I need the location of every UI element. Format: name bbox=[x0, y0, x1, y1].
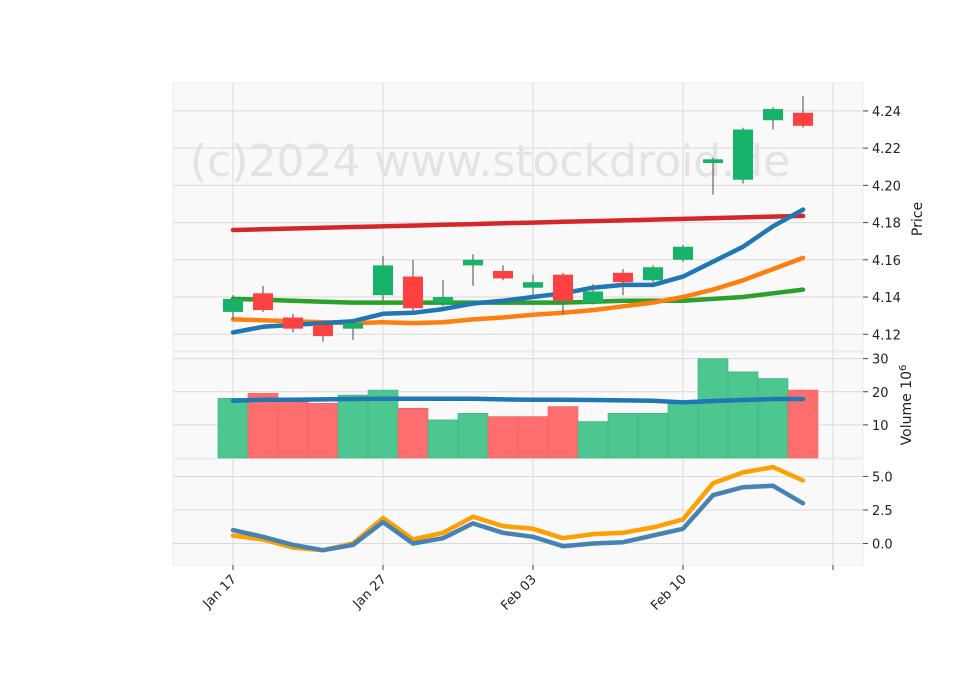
volume-bar bbox=[307, 403, 339, 459]
candle-down bbox=[553, 274, 573, 301]
candle-up bbox=[643, 267, 663, 281]
candle-down bbox=[613, 272, 633, 283]
candle-up bbox=[223, 298, 243, 312]
candle-up bbox=[763, 109, 783, 121]
y-tick-label: 0.0 bbox=[872, 538, 893, 553]
volume-bar bbox=[607, 412, 639, 459]
y-tick-label: 4.22 bbox=[872, 142, 901, 157]
candle-down bbox=[493, 270, 513, 279]
candle-up bbox=[523, 282, 543, 288]
volume-average-line bbox=[230, 396, 806, 405]
y-tick-label: 5.0 bbox=[872, 470, 893, 485]
volume-bar bbox=[697, 358, 729, 459]
price-axis-title: Price bbox=[910, 202, 926, 236]
y-tick-label: 4.24 bbox=[872, 105, 901, 120]
y-tick-label: 10 bbox=[872, 419, 889, 434]
candle-up bbox=[673, 246, 693, 260]
indicator-lines bbox=[230, 464, 806, 553]
y-tick-label: 2.5 bbox=[872, 504, 893, 519]
candle-up bbox=[373, 265, 393, 296]
x-tick-label: Feb 03 bbox=[498, 572, 540, 614]
x-tick-label: Jan 27 bbox=[350, 572, 390, 612]
x-tick-label: Jan 17 bbox=[200, 572, 240, 612]
volume-bar bbox=[787, 389, 819, 459]
volume-lines bbox=[230, 396, 806, 405]
y-tick-label: 30 bbox=[872, 353, 889, 368]
moving-average-line bbox=[230, 287, 806, 305]
volume-bar bbox=[757, 378, 789, 459]
y-tick-label: 4.14 bbox=[872, 291, 901, 306]
candle-down bbox=[253, 293, 273, 311]
volume-bar bbox=[577, 421, 609, 459]
volume-bar bbox=[667, 403, 699, 459]
candle-up bbox=[703, 159, 723, 164]
candle-up bbox=[463, 259, 483, 266]
watermark-layer: (c)2024 www.stockdroid.de bbox=[190, 136, 790, 187]
y-tick-label: 20 bbox=[872, 386, 889, 401]
volume-bar bbox=[637, 412, 669, 459]
candle-down bbox=[313, 324, 333, 337]
volume-bar bbox=[397, 408, 429, 459]
candle-down bbox=[403, 276, 423, 309]
volume-bar bbox=[247, 393, 279, 459]
indicator-line bbox=[230, 483, 806, 553]
y-tick-label: 4.18 bbox=[872, 217, 901, 232]
volume-bar bbox=[727, 371, 759, 459]
price-lines bbox=[230, 207, 806, 335]
y-tick-labels: 4.12 4.14 4.16 4.18 4.20 4.22 4.24 10 20 30 0.0 2.5… bbox=[863, 105, 901, 553]
moving-average-line bbox=[230, 213, 806, 233]
volume-bar bbox=[487, 416, 519, 459]
y-tick-label: 4.20 bbox=[872, 179, 901, 194]
candle-up bbox=[583, 291, 603, 303]
candle-up bbox=[343, 323, 363, 329]
volume-bar bbox=[277, 399, 309, 459]
candle-up bbox=[733, 129, 753, 180]
volume-bar bbox=[217, 398, 249, 459]
volume-bar bbox=[367, 389, 399, 459]
moving-average-line bbox=[230, 207, 806, 335]
candle-down bbox=[793, 112, 813, 126]
volume-bar bbox=[337, 394, 369, 459]
volume-bar bbox=[517, 416, 549, 459]
candle-down bbox=[283, 317, 303, 329]
volume-bar bbox=[427, 419, 459, 459]
volume-bar bbox=[547, 406, 579, 459]
indicator-panel-background bbox=[172, 458, 864, 566]
candle-up bbox=[433, 297, 453, 303]
volume-bar bbox=[457, 412, 489, 459]
watermark: (c)2024 www.stockdroid.de bbox=[190, 136, 790, 187]
candles bbox=[223, 96, 813, 342]
y-tick-label: 4.16 bbox=[872, 254, 901, 269]
volume-axis-title: Volume 106 bbox=[898, 365, 916, 446]
grid-lines bbox=[173, 83, 863, 565]
x-tick-label: Feb 10 bbox=[648, 572, 690, 614]
x-tick-labels: Jan 17 Jan 27 Feb 03 Feb 10 bbox=[200, 565, 834, 614]
volume-bars bbox=[217, 358, 819, 459]
y-tick-label: 4.12 bbox=[872, 328, 901, 343]
